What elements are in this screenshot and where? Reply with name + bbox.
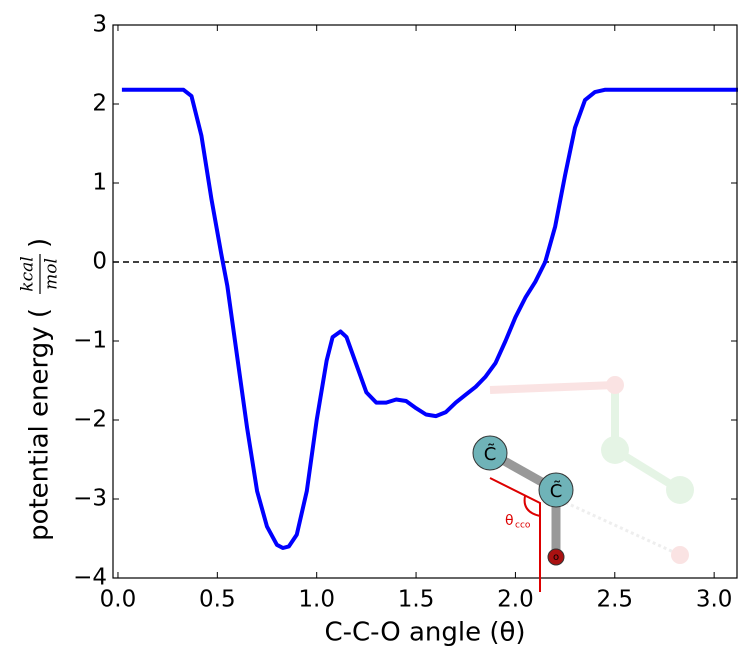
y-label-numerator: kcal [18, 256, 38, 291]
y-label-close: ) [25, 238, 55, 248]
y-label-text: potential energy ( [25, 308, 55, 541]
angle-subscript: cco [515, 521, 531, 531]
x-axis-label: C-C-O angle (θ) [324, 618, 525, 648]
y-tick-label: 2 [92, 91, 107, 117]
x-tick-label: 0.5 [199, 587, 236, 613]
atom-label: o [553, 552, 559, 563]
data-line [121, 87, 738, 550]
y-tick-label: −1 [73, 328, 107, 354]
x-tick-label: 3.0 [696, 587, 733, 613]
x-tick-label: 1.0 [298, 587, 335, 613]
y-tick-label: 3 [92, 12, 107, 38]
y-tick-label: −2 [73, 407, 107, 433]
plot-frame [112, 24, 738, 579]
y-tick-label: 1 [92, 170, 107, 196]
x-tick-label: 1.5 [398, 587, 435, 613]
atom-label: C̃ [484, 444, 497, 465]
atom-label: C̃ [550, 481, 563, 502]
inset-background [489, 376, 694, 564]
x-tick-label: 2.0 [497, 587, 534, 613]
y-tick-label: 0 [92, 249, 107, 275]
y-axis-label: potential energy ( kcal mol ) [18, 238, 62, 541]
y-label-denominator: mol [42, 258, 62, 290]
y-tick-label: −3 [73, 486, 107, 512]
x-tick-label: 2.5 [596, 587, 633, 613]
x-tick-label: 0.0 [100, 587, 137, 613]
y-tick-label: −4 [73, 565, 107, 591]
molecule-inset: C̃ C̃ o θ cco [472, 435, 574, 592]
angle-label: θ [505, 513, 514, 529]
